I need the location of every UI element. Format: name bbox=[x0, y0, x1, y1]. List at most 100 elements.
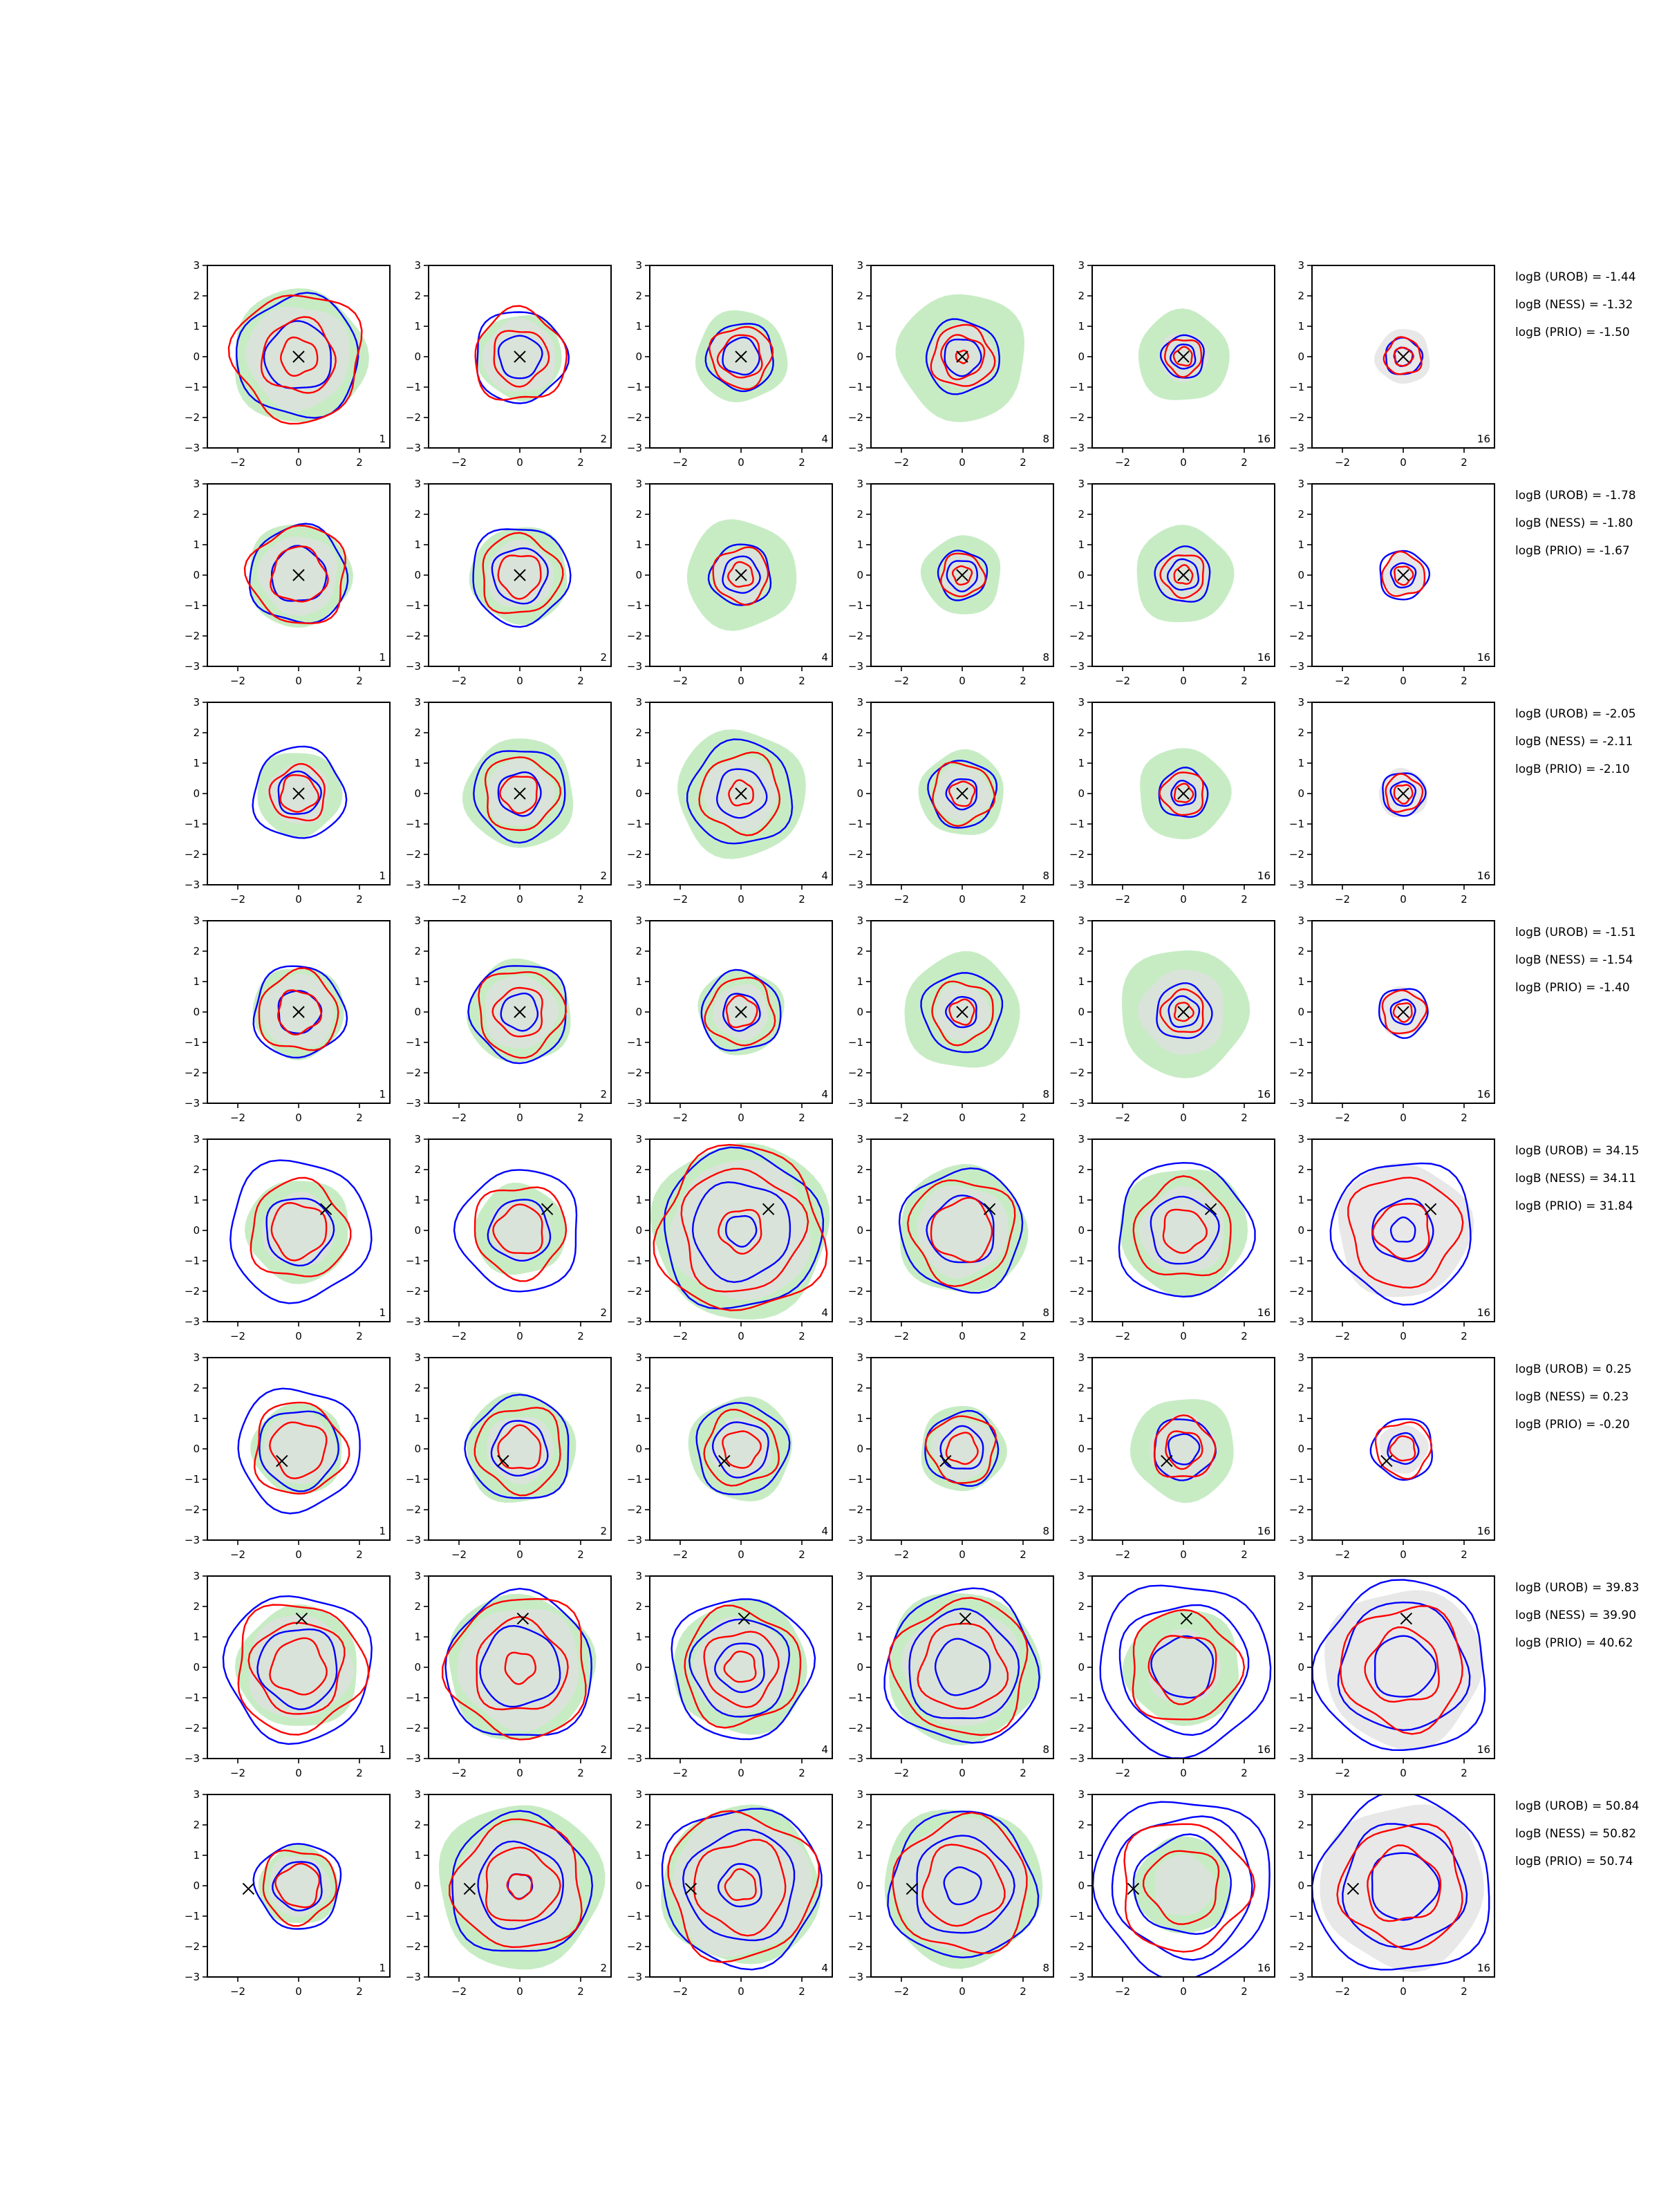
logb-annotation: logB (NESS) = -1.80 bbox=[1515, 516, 1633, 530]
true-point-marker bbox=[514, 1006, 526, 1018]
panel-run-label: 1 bbox=[379, 433, 386, 445]
blue-contour bbox=[479, 1624, 561, 1708]
y-tick-label: 2 bbox=[193, 1382, 200, 1394]
y-tick-label: 2 bbox=[1078, 290, 1085, 302]
panel-plot-area bbox=[884, 1810, 1043, 1969]
blue-contour bbox=[497, 335, 543, 379]
y-tick-label: −3 bbox=[627, 1752, 642, 1765]
x-tick-label: −2 bbox=[894, 893, 909, 906]
y-tick-label: 3 bbox=[856, 915, 863, 927]
y-tick-label: 1 bbox=[193, 320, 200, 332]
y-tick-label: −1 bbox=[627, 1910, 642, 1922]
logb-annotation: logB (PRIO) = 40.62 bbox=[1515, 1636, 1633, 1650]
x-tick-label: 0 bbox=[516, 1330, 523, 1342]
x-tick-label: −2 bbox=[1115, 1112, 1130, 1124]
y-tick-label: 2 bbox=[635, 1382, 642, 1394]
panel-plot-area bbox=[229, 1159, 373, 1304]
red-contour bbox=[1393, 784, 1414, 805]
red-contour bbox=[653, 1143, 828, 1311]
y-tick-label: −2 bbox=[406, 1503, 421, 1516]
y-tick-label: −3 bbox=[1289, 1752, 1304, 1765]
blue-contour bbox=[1168, 995, 1201, 1029]
panel: 3 2 1 0 −1 −2 −3 −2 0 2 16 bbox=[1069, 915, 1275, 1124]
x-tick-label: −2 bbox=[451, 893, 467, 906]
y-tick-label: 0 bbox=[635, 350, 642, 363]
y-tick-label: 1 bbox=[1078, 1194, 1085, 1206]
y-tick-label: 1 bbox=[856, 757, 863, 769]
red-contour bbox=[921, 1844, 1006, 1927]
x-tick-label: 2 bbox=[1241, 1112, 1248, 1124]
red-contour bbox=[906, 1179, 1016, 1288]
panel: 3 2 1 0 −1 −2 −3 −2 0 2 4 bbox=[627, 1133, 833, 1342]
y-tick-label: 2 bbox=[856, 1382, 863, 1394]
x-tick-label: 0 bbox=[738, 675, 744, 687]
red-contour bbox=[722, 1430, 762, 1469]
y-tick-label: −2 bbox=[1289, 848, 1304, 861]
logb-annotation: logB (PRIO) = -2.10 bbox=[1515, 762, 1630, 776]
x-tick-label: 0 bbox=[738, 1548, 744, 1561]
panel: 3 2 1 0 −1 −2 −3 −2 0 2 2 bbox=[406, 259, 612, 469]
x-tick-label: 2 bbox=[1461, 1112, 1468, 1124]
panel-run-label: 16 bbox=[1257, 1088, 1271, 1100]
y-tick-label: 0 bbox=[635, 1880, 642, 1892]
y-tick-label: 1 bbox=[1297, 1194, 1304, 1206]
red-contour bbox=[703, 1631, 780, 1709]
x-tick-label: 2 bbox=[356, 456, 363, 469]
panel-run-label: 1 bbox=[379, 651, 386, 664]
red-contour bbox=[237, 1604, 370, 1736]
x-tick-label: 0 bbox=[1400, 1985, 1407, 1998]
panel-run-label: 1 bbox=[379, 1525, 386, 1537]
blue-contour bbox=[671, 1598, 816, 1741]
y-tick-label: −1 bbox=[1069, 1910, 1085, 1922]
y-tick-label: 3 bbox=[193, 1788, 200, 1801]
y-tick-label: 0 bbox=[1078, 1224, 1085, 1237]
blue-contour bbox=[1369, 1418, 1434, 1481]
y-tick-label: 2 bbox=[193, 290, 200, 302]
y-tick-label: 1 bbox=[856, 538, 863, 551]
y-tick-label: 3 bbox=[1297, 1570, 1304, 1582]
red-contour bbox=[504, 1651, 537, 1685]
y-tick-label: 2 bbox=[635, 508, 642, 521]
y-tick-label: −3 bbox=[848, 1534, 863, 1546]
red-contour bbox=[1392, 1002, 1413, 1023]
y-tick-label: −3 bbox=[185, 1097, 200, 1109]
red-contour bbox=[680, 1168, 809, 1293]
panel-plot-area bbox=[1130, 1399, 1234, 1503]
y-tick-label: −1 bbox=[406, 381, 421, 393]
y-tick-label: 3 bbox=[1078, 1133, 1085, 1145]
x-tick-label: 0 bbox=[295, 1548, 302, 1561]
y-tick-label: 3 bbox=[193, 696, 200, 709]
y-tick-label: −2 bbox=[1069, 1503, 1085, 1516]
y-tick-label: 0 bbox=[856, 350, 863, 363]
x-tick-label: 0 bbox=[516, 1985, 523, 1998]
blue-contour bbox=[1389, 562, 1417, 589]
y-tick-label: −1 bbox=[627, 1691, 642, 1704]
true-point-marker bbox=[983, 1203, 996, 1215]
y-tick-label: −2 bbox=[185, 1722, 200, 1734]
panel-run-label: 1 bbox=[379, 1088, 386, 1100]
x-tick-label: −2 bbox=[1115, 675, 1130, 687]
blue-contour bbox=[1159, 334, 1205, 379]
true-point-marker bbox=[738, 1612, 751, 1625]
blue-contour bbox=[944, 995, 977, 1029]
blue-contour bbox=[691, 1181, 791, 1284]
panel: 3 2 1 0 −1 −2 −3 −2 0 2 4 bbox=[627, 259, 833, 469]
panel: 3 2 1 0 −1 −2 −3 −2 0 2 16 bbox=[1289, 259, 1495, 469]
grey-density-region bbox=[1147, 1628, 1221, 1702]
panel-run-label: 8 bbox=[1042, 1962, 1049, 1974]
red-contour bbox=[1347, 1177, 1464, 1289]
y-tick-label: −1 bbox=[1289, 1910, 1304, 1922]
x-tick-label: 0 bbox=[738, 1112, 744, 1124]
panel-run-label: 4 bbox=[821, 433, 828, 445]
blue-contour bbox=[265, 1197, 335, 1267]
x-tick-label: 0 bbox=[1400, 1330, 1407, 1342]
true-point-marker bbox=[956, 787, 968, 800]
y-tick-label: 3 bbox=[1078, 696, 1085, 709]
true-point-marker bbox=[1204, 1203, 1217, 1215]
panel: 3 2 1 0 −1 −2 −3 −2 0 2 1 bbox=[185, 1133, 391, 1342]
x-tick-label: −2 bbox=[230, 1548, 245, 1561]
y-tick-label: −3 bbox=[848, 879, 863, 891]
y-tick-label: 3 bbox=[193, 259, 200, 272]
y-tick-label: −1 bbox=[627, 599, 642, 612]
panel-run-label: 8 bbox=[1042, 651, 1049, 664]
